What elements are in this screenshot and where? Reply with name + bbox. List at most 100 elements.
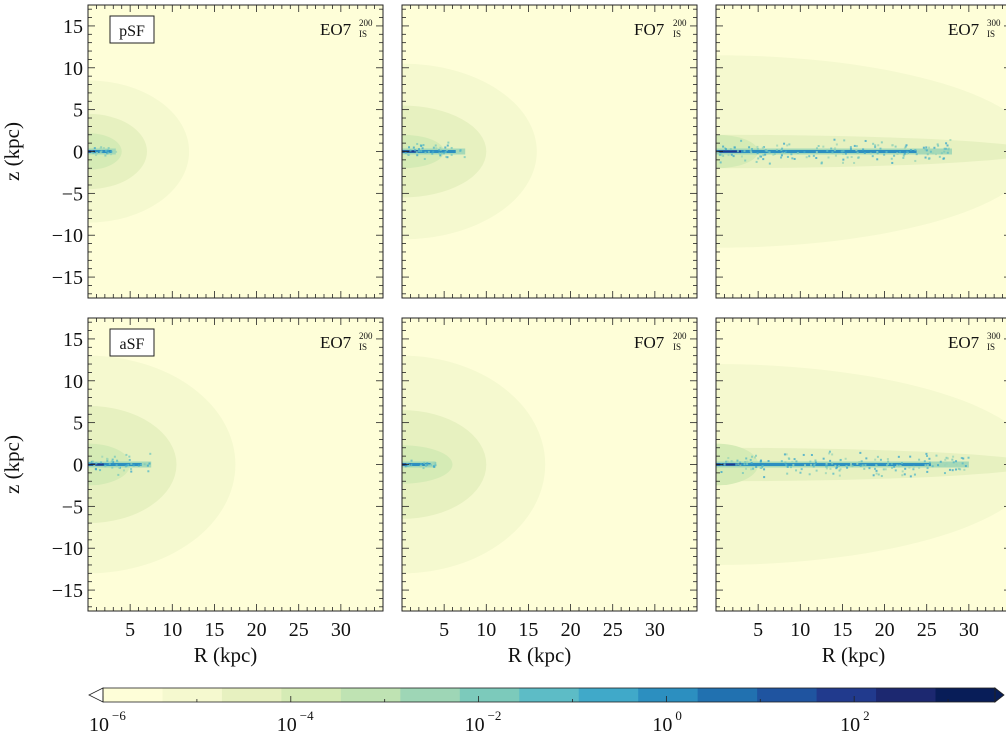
disk-particle [814,459,817,462]
disk-particle [781,152,784,155]
disk-particle [894,145,897,148]
disk-particle [862,148,865,151]
disk-particle [901,470,904,473]
disk-particle [874,467,877,470]
disk-particle [822,145,825,148]
disk-particle [944,464,947,467]
disk-particle [762,154,765,157]
colorbar-swatch [340,688,401,702]
disk-particle [749,458,752,461]
disk-particle [743,150,746,153]
disk-particle [422,467,425,470]
disk-particle [804,464,807,467]
colorbar-swatch [816,688,877,702]
disk-particle [882,468,885,471]
disk-particle [421,147,424,150]
disk-particle [784,150,787,153]
disk-particle [799,471,802,474]
disk-particle [913,473,916,476]
model-label-subscript: IS [673,342,681,352]
disk-particle [837,465,840,468]
disk-particle [925,149,928,152]
disk-particle [735,463,738,466]
disk-particle [118,466,121,469]
disk-particle [938,465,941,468]
disk-center [716,463,741,466]
disk-particle [723,463,726,466]
model-label: EO7 [948,333,980,352]
disk-particle [439,146,442,149]
disk-particle [420,144,423,147]
disk-particle [726,460,729,463]
disk-particle [874,144,877,147]
model-label-superscript: 200 [359,331,373,341]
panel-plot-area [402,318,697,611]
disk-particle [960,456,963,459]
disk-particle [772,153,775,156]
disk-particle [900,461,903,464]
disk-particle [781,147,784,150]
model-label-superscript: 300 [987,18,1001,28]
disk-particle [825,464,828,467]
disk-particle [115,150,118,153]
disk-particle [128,455,131,458]
x-tick-label: 10 [790,619,810,641]
disk-particle [143,463,146,466]
disk-particle [729,148,732,151]
model-label-superscript: 200 [673,18,687,28]
disk-particle [863,467,866,470]
colorbar-tick-label: 10 [840,714,860,736]
disk-particle [831,453,834,456]
disk-particle [741,472,744,475]
disk-particle [786,465,789,468]
disk-particle [945,462,948,465]
disk-particle [833,149,836,152]
disk-particle [730,153,733,156]
disk-particle [721,154,724,157]
disk-particle [863,152,866,155]
disk-particle [939,460,942,463]
y-tick-label: 15 [63,16,83,38]
disk-particle [859,451,862,454]
x-tick-label: 5 [753,619,763,641]
panel-1-0: 15 10 5 0 −5 −10 −15 z (kpc) 5 10 15 20 25 30 R (kpc) E… [0,317,384,667]
disk-particle [905,152,908,155]
x-tick-label: 25 [289,619,309,641]
model-label: FO7 [634,20,665,39]
disk-particle [408,146,411,149]
disk-particle [813,463,816,466]
disk-particle [104,465,107,468]
disk-particle [815,469,818,472]
disk-particle [820,162,823,165]
disk-particle [803,151,806,154]
disk-particle [768,151,771,154]
disk-particle [829,459,832,462]
disk-particle [95,152,98,155]
disk-particle [102,147,105,150]
disk-particle [790,153,793,156]
disk-particle [124,465,127,468]
disk-particle [130,470,133,473]
disk-particle [937,144,940,147]
disk-particle [93,147,96,150]
disk-particle [744,159,747,162]
disk-particle [439,148,442,151]
disk-particle [899,151,902,154]
disk-particle [756,152,759,155]
disk-particle [783,142,786,145]
disk-particle [763,468,766,471]
disk-particle [727,154,730,157]
disk-particle [827,156,830,159]
disk-particle [926,464,929,467]
x-tick-label: 20 [247,619,267,641]
disk-particle [440,152,443,155]
disk-particle [875,463,878,466]
model-label-superscript: 200 [673,331,687,341]
disk-particle [145,463,148,466]
disk-particle [111,466,114,469]
disk-particle [928,457,931,460]
disk-particle [748,146,751,149]
disk-particle [864,464,867,467]
